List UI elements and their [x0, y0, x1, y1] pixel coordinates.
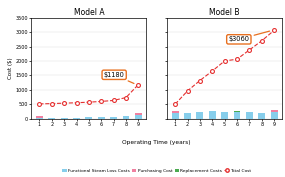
Text: $3060: $3060 [228, 31, 270, 42]
Bar [209, 110, 216, 111]
Bar [234, 112, 241, 119]
Legend: Functional Steam Loss Costs, Purchasing Cost, Replacement Costs, Total Cost: Functional Steam Loss Costs, Purchasing … [60, 167, 253, 175]
Bar [36, 118, 43, 119]
Bar [98, 117, 105, 119]
Text: $1180: $1180 [104, 72, 134, 84]
Bar [234, 111, 241, 112]
Bar [73, 118, 80, 119]
Bar [110, 117, 117, 119]
Bar [135, 115, 142, 119]
Bar [135, 113, 142, 115]
Bar [209, 111, 216, 119]
Bar [61, 118, 68, 119]
Bar [271, 112, 278, 119]
Bar [271, 110, 278, 112]
Bar [258, 113, 265, 119]
Bar [221, 112, 228, 119]
Bar [172, 111, 178, 113]
Bar [36, 116, 43, 118]
Text: Operating Time (years): Operating Time (years) [123, 140, 191, 145]
Bar [184, 113, 191, 119]
Title: Model A: Model A [74, 8, 104, 17]
Bar [123, 116, 129, 119]
Title: Model B: Model B [209, 8, 240, 17]
Bar [172, 113, 178, 119]
Y-axis label: Cost ($): Cost ($) [8, 57, 13, 79]
Bar [196, 112, 203, 119]
Bar [86, 117, 92, 119]
Bar [48, 118, 55, 119]
Bar [246, 112, 253, 119]
